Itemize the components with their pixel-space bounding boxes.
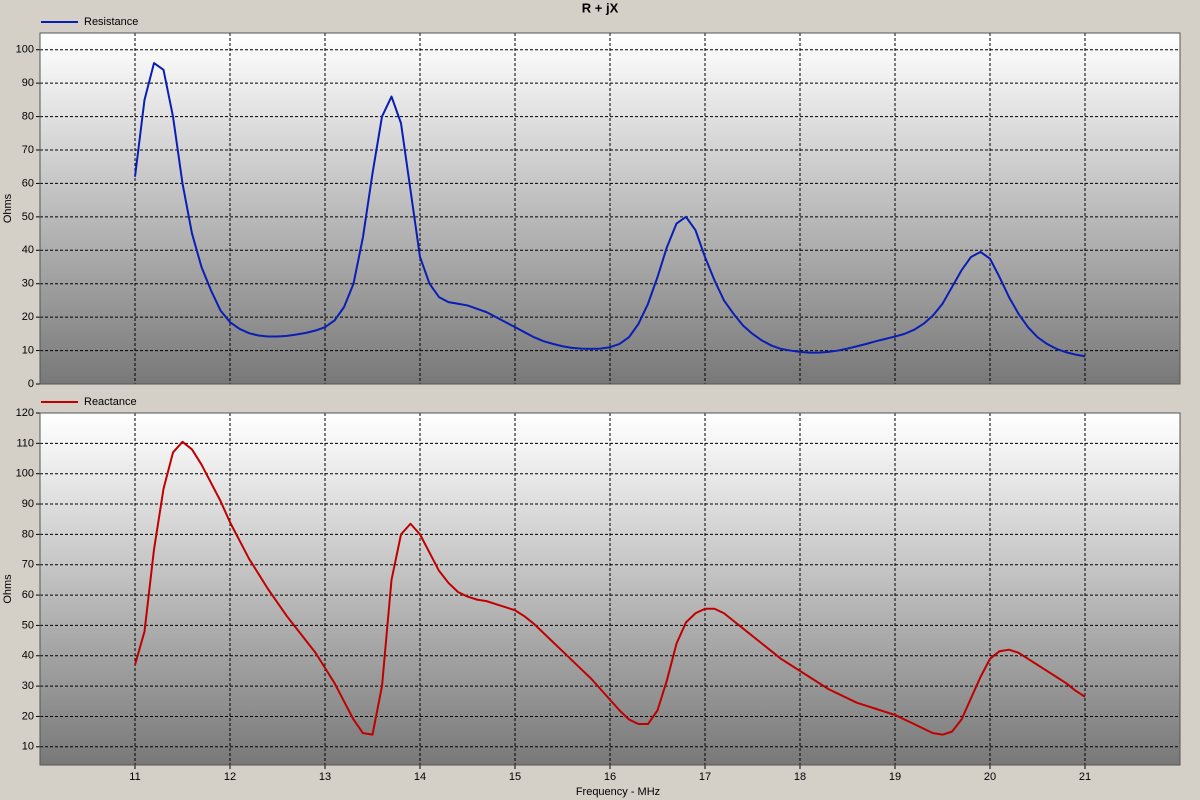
x-tick-label: 18 — [794, 771, 806, 783]
y-tick-label: 70 — [22, 144, 34, 156]
x-tick-label: 17 — [699, 771, 711, 783]
y-tick-label: 50 — [22, 619, 34, 631]
y-tick-label: 20 — [22, 311, 34, 323]
x-tick-label: 14 — [414, 771, 426, 783]
x-tick-label: 20 — [984, 771, 996, 783]
x-axis-label: Frequency - MHz — [576, 786, 660, 798]
y-tick-label: 100 — [16, 44, 34, 56]
y-tick-label: 120 — [16, 407, 34, 419]
x-tick-label: 16 — [604, 771, 616, 783]
y-tick-label: 10 — [22, 741, 34, 753]
y-tick-label: 70 — [22, 559, 34, 571]
y-tick-label: 80 — [22, 528, 34, 540]
x-tick-label: 21 — [1079, 771, 1091, 783]
y-tick-label: 30 — [22, 680, 34, 692]
y-tick-label: 110 — [16, 437, 34, 449]
y-tick-label: 90 — [22, 77, 34, 89]
y-tick-label: 20 — [22, 710, 34, 722]
legend-label: Resistance — [84, 16, 138, 28]
x-tick-label: 19 — [889, 771, 901, 783]
y-tick-label: 80 — [22, 110, 34, 122]
y-tick-label: 0 — [28, 378, 34, 390]
plot-border — [39, 32, 1181, 385]
y-tick-label: 60 — [22, 177, 34, 189]
y-tick-label: 40 — [22, 650, 34, 662]
series-line — [134, 62, 1086, 358]
x-tick-label: 12 — [224, 771, 236, 783]
x-tick-label: 13 — [319, 771, 331, 783]
y-tick-label: 30 — [22, 278, 34, 290]
x-tick-label: 11 — [129, 771, 140, 783]
y-tick-label: 90 — [22, 498, 34, 510]
x-tick-label: 15 — [509, 771, 521, 783]
y-axis-label: Ohms — [2, 574, 14, 604]
y-axis-label: Ohms — [2, 193, 14, 223]
series-line — [134, 440, 1086, 736]
legend-label: Reactance — [84, 396, 137, 408]
y-tick-label: 50 — [22, 211, 34, 223]
chart-title: R + jX — [582, 0, 619, 15]
y-tick-label: 40 — [22, 244, 34, 256]
y-tick-label: 60 — [22, 589, 34, 601]
plot-border — [39, 412, 1181, 766]
y-tick-label: 100 — [16, 468, 34, 480]
y-tick-label: 10 — [22, 344, 34, 356]
